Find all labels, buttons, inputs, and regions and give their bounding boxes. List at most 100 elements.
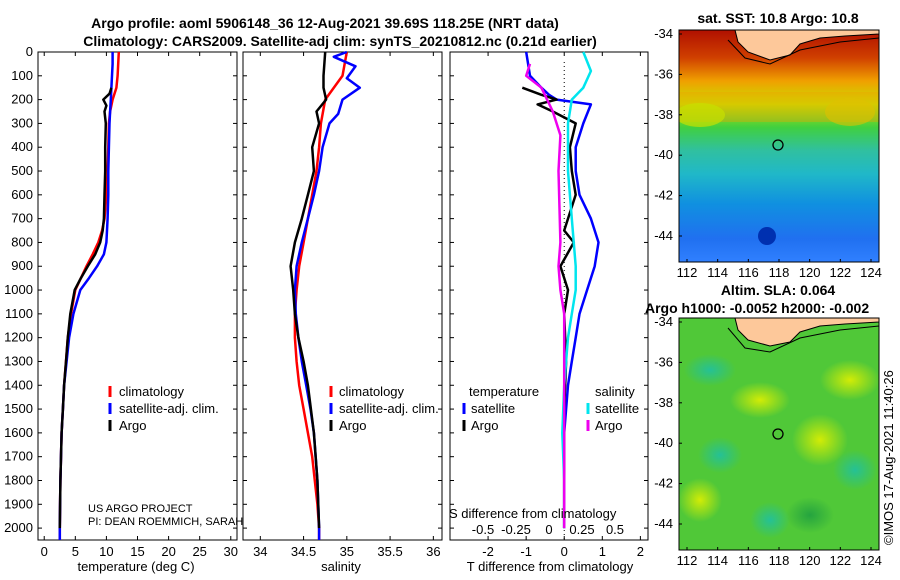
- sla-map-ticks: 112 114 116 118 120 122 124 -34 -36 -38 -40 -42 -44: [654, 314, 882, 568]
- map-x-tick-label: 118: [769, 265, 790, 280]
- title-line-2: Climatology: CARS2009. Satellite-adj cli…: [83, 33, 597, 49]
- plot-frame: [242, 51, 443, 541]
- sla-patch: [730, 382, 790, 418]
- x-tick-label: 0: [41, 544, 48, 559]
- legend-label: satellite-adj. clim.: [339, 401, 439, 416]
- legend-label: climatology: [339, 384, 405, 399]
- secondary-tick: 0.25: [569, 522, 594, 537]
- secondary-tick-labels: -0.5 -0.25 0 0.25 0.5: [472, 522, 624, 537]
- legend-title-temperature: temperature: [469, 384, 539, 399]
- series-line-salinity-argo: [524, 63, 566, 529]
- credit-line-1: US ARGO PROJECT: [88, 503, 193, 515]
- depth-tick-label: 1100: [5, 306, 33, 321]
- map-x-tick-label: 112: [677, 553, 698, 568]
- sla-patch: [820, 360, 879, 400]
- x-tick-label: 20: [161, 544, 175, 559]
- sla-patch: [786, 497, 834, 533]
- legend-label: Argo: [339, 418, 366, 433]
- map-x-tick-label: 118: [769, 553, 790, 568]
- sla-patch: [792, 414, 848, 466]
- secondary-tick: 0: [545, 522, 552, 537]
- credit-line-2: PI: DEAN ROEMMICH, SARAH: [88, 516, 243, 528]
- x-tick-label: 35: [340, 544, 354, 559]
- map-x-tick-label: 124: [860, 553, 882, 568]
- map-x-tick-label: 114: [707, 265, 728, 280]
- map-y-tick-label: -38: [654, 107, 673, 122]
- map-y-tick-label: -36: [654, 354, 673, 369]
- depth-tick-label: 200: [11, 92, 33, 107]
- legend-label: Argo: [119, 418, 146, 433]
- map-x-tick-label: 124: [860, 265, 882, 280]
- temperature-axis-label: temperature (deg C): [77, 559, 194, 574]
- secondary-axis-label: S difference from climatology: [449, 506, 617, 521]
- x-tick-label: 34: [253, 544, 267, 559]
- sla-patch: [833, 450, 877, 490]
- argo-location-marker: [772, 139, 784, 151]
- salinity-axis-label: salinity: [321, 559, 361, 574]
- sst-map-title: sat. SST: 10.8 Argo: 10.8: [697, 10, 859, 26]
- depth-tick-label: 1200: [4, 330, 33, 345]
- sla-patch: [679, 478, 722, 522]
- map-y-tick-label: -34: [654, 314, 673, 329]
- x-tick-label: 10: [99, 544, 113, 559]
- map-x-tick-label: 114: [707, 553, 728, 568]
- depth-tick-label: 100: [11, 68, 33, 83]
- depth-tick-label: 600: [11, 187, 33, 202]
- x-tick-label: 0: [561, 544, 568, 559]
- series-line-salinity-satellite: [561, 51, 593, 529]
- map-x-tick-label: 122: [829, 553, 851, 568]
- sla-patch: [750, 502, 790, 538]
- argo-location-marker: [772, 428, 784, 440]
- salinity-panel: 34 34.5 35 35.5 36: [242, 50, 443, 559]
- legend-label: Argo: [471, 418, 498, 433]
- map-x-tick-label: 122: [829, 265, 851, 280]
- series-line-climatology: [293, 51, 349, 540]
- depth-tick-label: 900: [11, 258, 33, 273]
- map-y-tick-label: -34: [654, 26, 673, 41]
- depth-tick-labels: 0 100 200 300 400 500 600 700 800 900 1000 1100 1200…: [4, 44, 33, 535]
- x-tick-label: 5: [72, 544, 79, 559]
- map-y-tick-label: -44: [654, 228, 673, 243]
- map-y-tick-label: -40: [654, 435, 673, 450]
- map-x-tick-label: 112: [677, 265, 698, 280]
- map-y-tick-label: -44: [654, 516, 673, 531]
- x-tick-label: 30: [224, 544, 238, 559]
- coast-contour: [727, 325, 879, 353]
- legend-label: satellite: [471, 401, 515, 416]
- sla-map-title-2: Argo h1000: -0.0052 h2000: -0.002: [645, 300, 869, 316]
- secondary-tick: -0.5: [472, 522, 494, 537]
- sst-cold-eddy: [758, 227, 776, 245]
- depth-tick-label: 0: [26, 44, 33, 59]
- land-mass: [734, 318, 879, 347]
- map-y-tick-label: -38: [654, 395, 673, 410]
- map-x-tick-label: 120: [799, 265, 821, 280]
- depth-tick-label: 1500: [4, 401, 33, 416]
- depth-tick-label: 1700: [4, 449, 33, 464]
- legend-title-salinity: salinity: [595, 384, 635, 399]
- sla-map: [679, 318, 879, 550]
- x-tick-label: -2: [482, 544, 494, 559]
- sst-patch: [679, 103, 725, 127]
- x-tick-label: 34.5: [291, 544, 316, 559]
- sst-map-ticks: 112 114 116 118 120 122 124 -34 -36 -38 -40 -42 -44: [654, 26, 882, 280]
- depth-tick-label: 300: [11, 115, 33, 130]
- sla-patch: [698, 437, 742, 473]
- depth-tick-label: 500: [11, 163, 33, 178]
- legend-label: satellite-adj. clim.: [119, 401, 219, 416]
- depth-tick-label: 400: [11, 139, 33, 154]
- map-y-tick-label: -42: [654, 476, 673, 491]
- x-tick-label: 2: [637, 544, 644, 559]
- x-tick-label: -1: [520, 544, 532, 559]
- map-x-tick-label: 116: [738, 265, 759, 280]
- legend-label: Argo: [595, 418, 622, 433]
- difference-axis-label: T difference from climatology: [467, 559, 634, 574]
- depth-tick-label: 2000: [4, 520, 33, 535]
- temperature-legend: climatology satellite-adj. clim. Argo: [108, 384, 219, 433]
- legend-label: climatology: [119, 384, 185, 399]
- sst-map: [679, 30, 879, 262]
- depth-tick-label: 1800: [4, 472, 33, 487]
- timestamp: ©IMOS 17-Aug-2021 11:40:26: [881, 370, 896, 545]
- sst-patch: [825, 98, 875, 126]
- temperature-panel: 0 5 10 15 20 25 30: [37, 51, 238, 559]
